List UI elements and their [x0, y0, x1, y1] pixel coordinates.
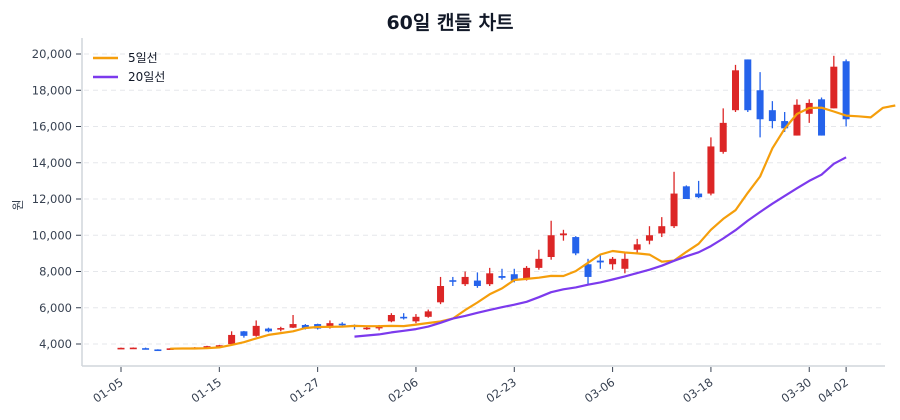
candle-down: [264, 327, 272, 333]
candle-up: [658, 217, 666, 238]
y-tick-label: 20,000: [32, 47, 72, 61]
candle-up: [609, 257, 617, 270]
candle-down: [154, 349, 162, 352]
candle-up: [412, 314, 420, 324]
x-tick-label: 03-18: [680, 375, 715, 406]
x-tick-label: 03-30: [779, 375, 814, 406]
candle-up: [547, 220, 555, 260]
y-axis-label: 원: [11, 199, 25, 210]
candle-up: [437, 276, 445, 305]
candle-up: [277, 326, 285, 332]
candle-up: [805, 99, 813, 123]
candle-up: [535, 249, 543, 270]
x-tick-label: 01-27: [287, 375, 322, 406]
y-tick-label: 18,000: [32, 83, 72, 97]
candle-down: [449, 276, 457, 286]
legend-label: 5일선: [128, 51, 158, 65]
x-tick-label: 01-15: [189, 375, 224, 406]
candle-down: [596, 254, 604, 269]
candle-up: [117, 347, 125, 350]
candle-down: [695, 180, 703, 199]
candle-up: [252, 320, 260, 337]
candle-up: [129, 347, 137, 350]
candle-up: [424, 309, 432, 318]
candle-up: [707, 137, 715, 196]
y-tick-label: 6,000: [39, 301, 72, 315]
candle-up: [228, 331, 236, 345]
candle-down: [498, 268, 506, 280]
legend-label: 20일선: [128, 70, 165, 84]
candle-down: [400, 313, 408, 320]
candle-down: [818, 97, 826, 136]
y-tick-label: 8,000: [39, 265, 72, 279]
candle-up: [559, 229, 567, 241]
y-axis: 4,000 6,000 8,000 10,000 12,000 14,000 16,000 1…: [32, 47, 81, 351]
candle-down: [338, 322, 346, 326]
candles: [117, 55, 850, 352]
candle-down: [473, 272, 481, 288]
y-tick-label: 4,000: [39, 337, 72, 351]
x-tick-label: 02-23: [484, 375, 519, 406]
candle-up: [486, 267, 494, 286]
x-axis: 01-05 01-15 01-27 02-06 02-23 03-06 03-18 03-30…: [90, 367, 851, 406]
y-tick-label: 16,000: [32, 120, 72, 134]
candle-up: [461, 271, 469, 286]
x-tick-label: 02-06: [385, 375, 420, 406]
ma5-line: [170, 104, 896, 350]
candle-up: [732, 64, 739, 112]
candle-up: [830, 55, 838, 109]
grid-lines: [84, 53, 885, 345]
candle-up: [289, 315, 297, 329]
candle-up: [166, 348, 174, 350]
candle-up: [215, 344, 223, 347]
candle-up: [793, 99, 801, 136]
ma20-line: [354, 156, 847, 338]
candle-up: [621, 253, 629, 274]
y-tick-label: 14,000: [32, 156, 72, 170]
candle-down: [682, 185, 690, 199]
candle-down: [240, 330, 248, 338]
candle-down: [768, 101, 776, 129]
x-tick-label: 04-02: [815, 375, 850, 406]
y-tick-label: 12,000: [32, 192, 72, 206]
candle-up: [387, 313, 395, 323]
x-tick-label: 03-06: [582, 375, 617, 406]
x-tick-label: 01-05: [90, 375, 125, 406]
candle-up: [645, 226, 653, 245]
candle-up: [633, 238, 641, 254]
legend: 5일선 20일선: [93, 51, 165, 84]
candle-down: [572, 236, 580, 256]
candle-down: [744, 59, 752, 112]
candle-down: [142, 347, 150, 350]
y-tick-label: 10,000: [32, 228, 72, 242]
candle-up: [719, 108, 727, 154]
candle-up: [670, 171, 678, 228]
chart-title: 60일 캔들 차트: [386, 12, 514, 34]
candle-down: [756, 72, 764, 138]
